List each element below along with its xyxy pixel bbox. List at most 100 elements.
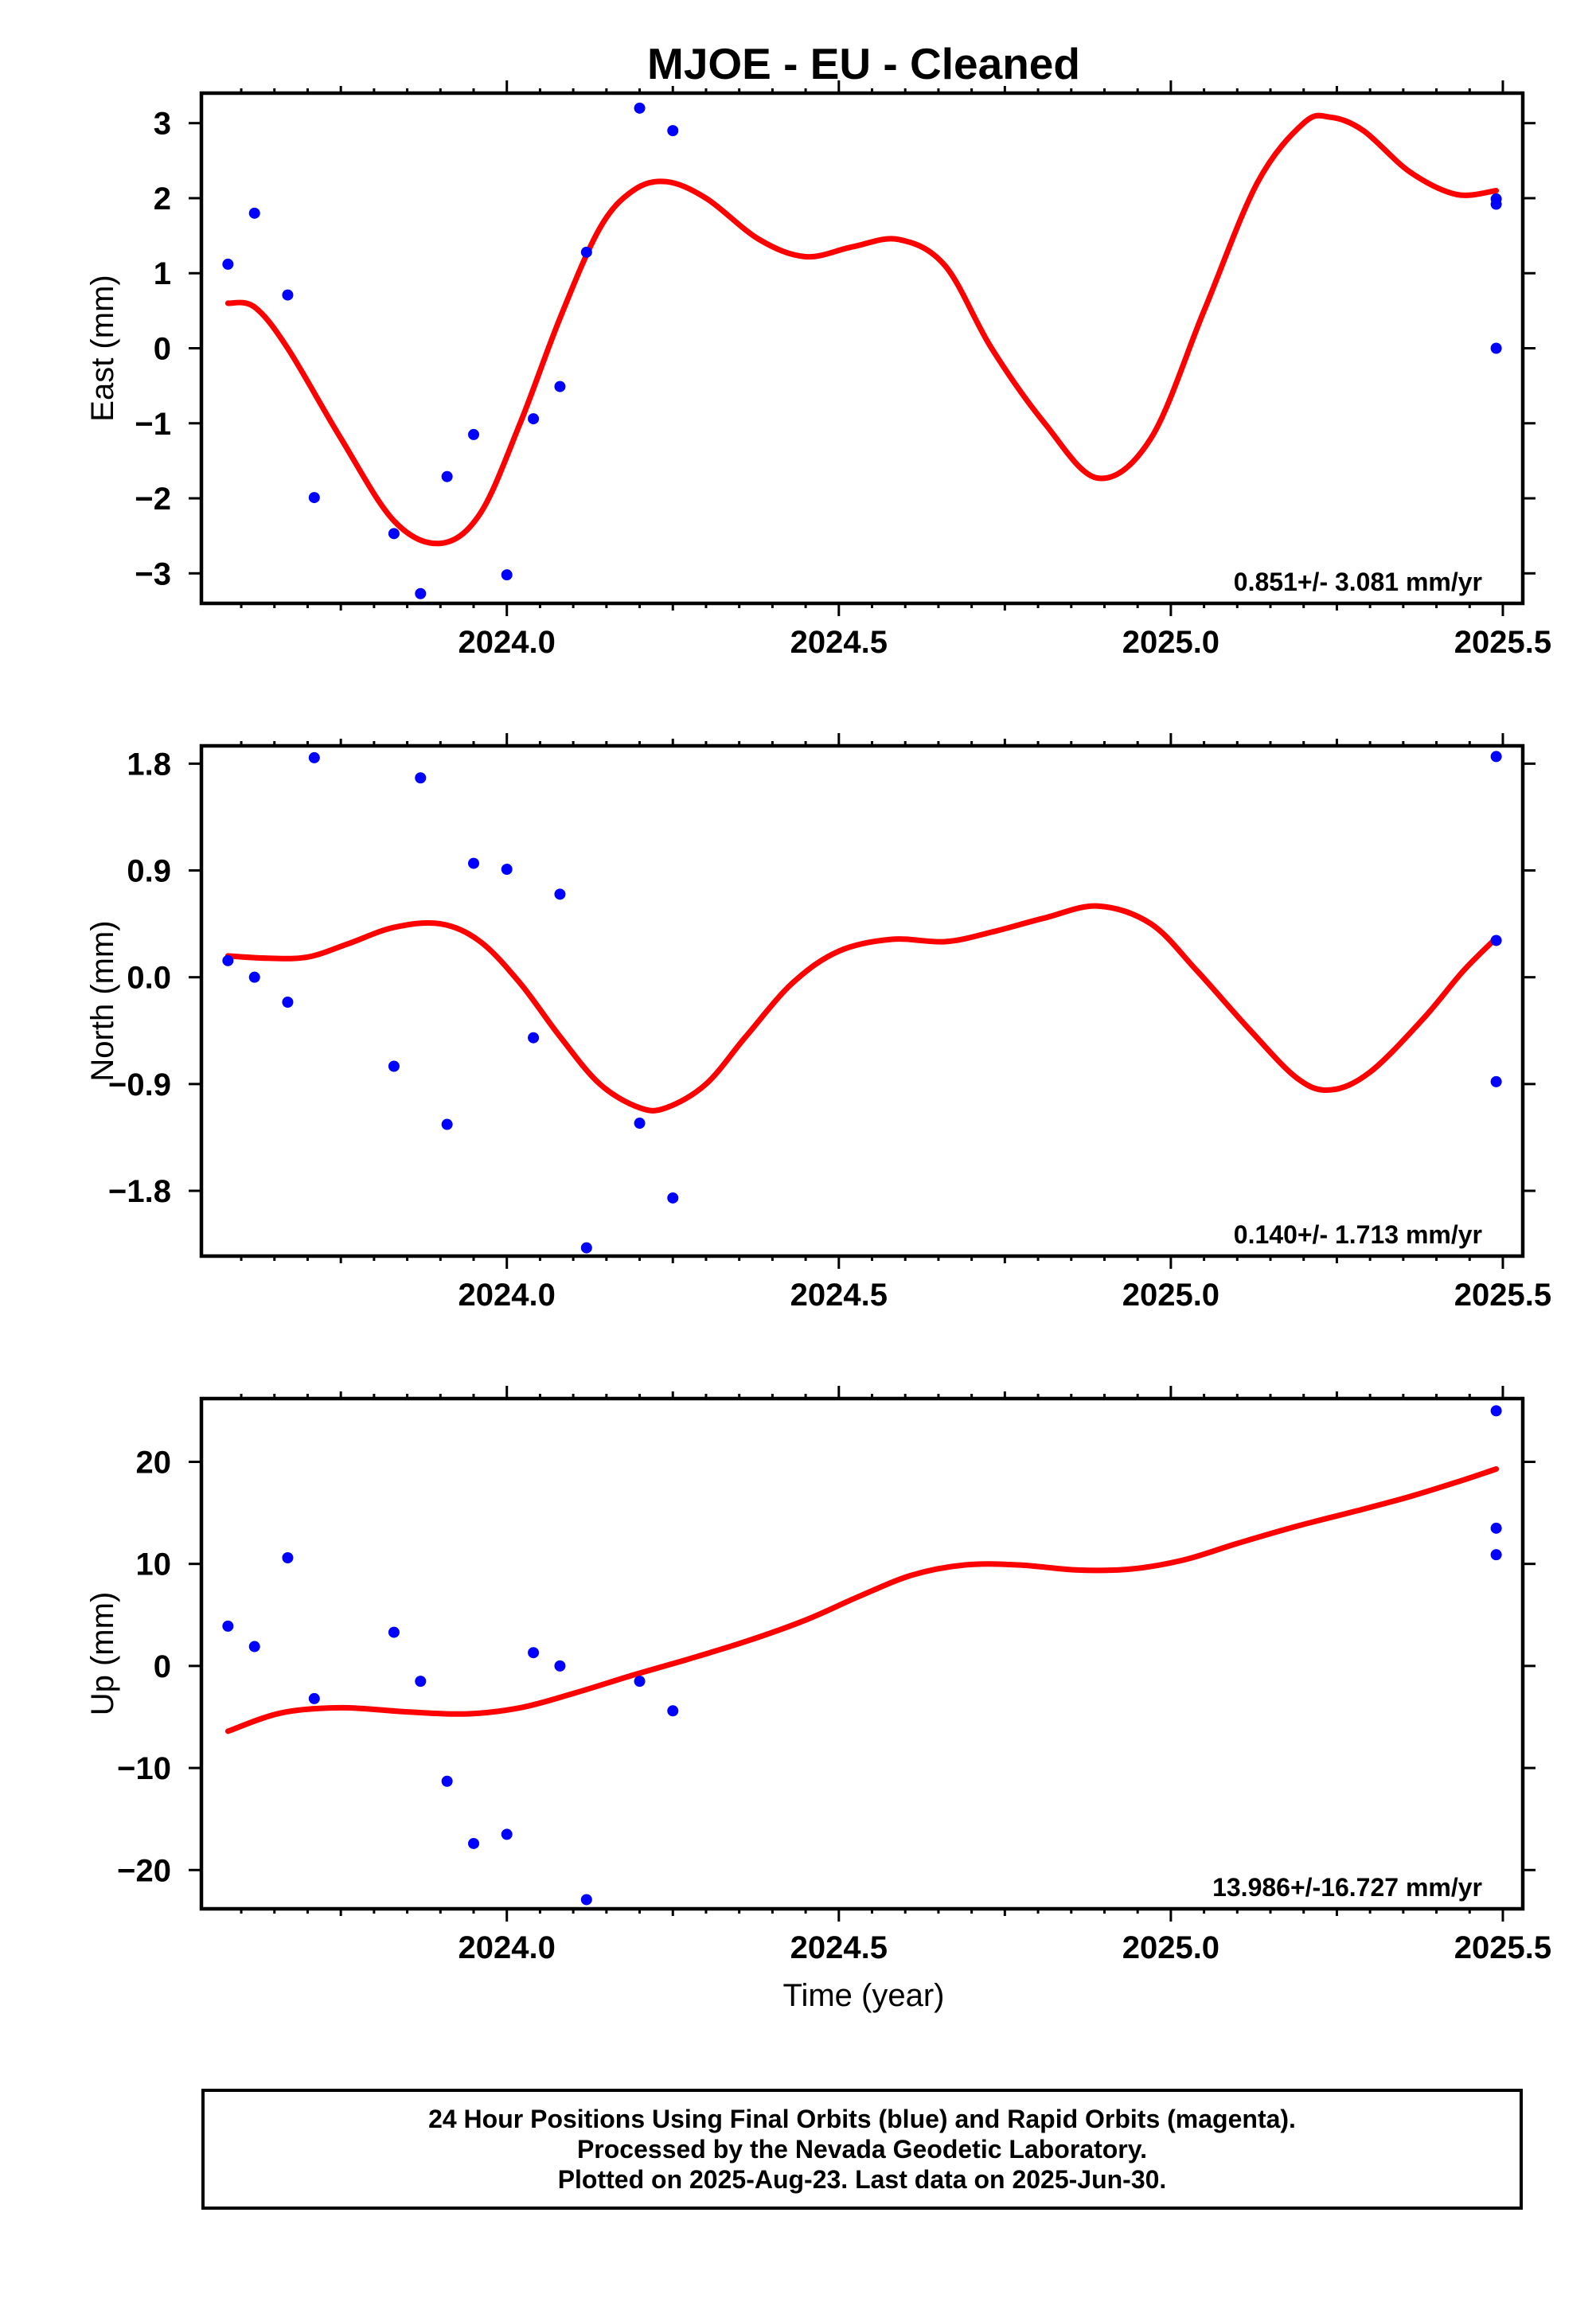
up-x-tick-label: 2024.0 bbox=[459, 1930, 556, 1965]
north-data-point bbox=[501, 864, 513, 876]
up-data-point bbox=[222, 1620, 234, 1632]
east-x-tick-label: 2024.0 bbox=[459, 625, 556, 660]
east-x-tick-label: 2025.0 bbox=[1122, 625, 1219, 660]
east-data-point bbox=[1490, 342, 1502, 354]
north-data-point bbox=[1490, 751, 1502, 763]
east-panel: 2024.0 2024.5 2025.0 2025.5 3 2 1 0 −1 −2 −3 East (… bbox=[85, 80, 1551, 660]
east-data-point bbox=[308, 492, 320, 504]
up-data-point bbox=[1490, 1405, 1502, 1417]
north-data-point bbox=[388, 1060, 400, 1072]
north-x-tick-label: 2024.5 bbox=[790, 1278, 888, 1313]
east-y-tick-label: 1 bbox=[154, 256, 171, 291]
up-y-tick-label: −20 bbox=[117, 1853, 171, 1888]
east-data-point bbox=[634, 102, 646, 114]
north-data-point bbox=[248, 971, 260, 983]
x-axis-label: Time (year) bbox=[783, 1978, 945, 2013]
east-fit-line bbox=[224, 112, 1500, 547]
up-x-tick-label: 2025.5 bbox=[1454, 1930, 1551, 1965]
north-y-tick-label: 0.0 bbox=[127, 961, 171, 996]
north-data-point bbox=[308, 751, 320, 763]
footer-line-processed: Processed by the Nevada Geodetic Laborat… bbox=[576, 2135, 1148, 2164]
up-data-point bbox=[634, 1676, 646, 1688]
north-panel: 2024.0 2024.5 2025.0 2025.5 1.8 0.9 0.0 −0.9 −1.… bbox=[85, 733, 1551, 1313]
north-data-point bbox=[282, 996, 294, 1008]
north-y-axis-label: North (mm) bbox=[85, 920, 120, 1081]
north-data-point bbox=[580, 1242, 592, 1254]
up-data-point bbox=[501, 1828, 513, 1840]
up-data-point bbox=[415, 1676, 427, 1688]
up-data-point bbox=[554, 1660, 566, 1672]
up-data-point bbox=[308, 1692, 320, 1704]
up-data-point bbox=[580, 1894, 592, 1906]
north-y-tick-label: 1.8 bbox=[127, 747, 171, 782]
north-data-point bbox=[667, 1192, 679, 1204]
up-x-tick-label: 2024.5 bbox=[790, 1930, 888, 1965]
up-data-point bbox=[468, 1837, 480, 1849]
east-rate-label: 0.851+/- 3.081 mm/yr bbox=[1234, 568, 1482, 596]
east-plot-frame bbox=[199, 91, 1525, 606]
up-panel: 2024.0 2024.5 2025.0 2025.5 20 10 0 −10 −20 Up (m… bbox=[85, 1386, 1551, 1965]
up-y-tick-label: 0 bbox=[154, 1649, 171, 1684]
north-fit-line bbox=[224, 903, 1500, 1114]
east-y-tick-label: −2 bbox=[135, 482, 171, 517]
east-x-tick-label: 2025.5 bbox=[1454, 625, 1551, 660]
north-data-point bbox=[415, 772, 427, 784]
north-data-point bbox=[528, 1032, 540, 1044]
chart-title: MJOE - EU - Cleaned bbox=[647, 39, 1080, 88]
north-data-point bbox=[1490, 1075, 1502, 1087]
east-data-point bbox=[248, 207, 260, 219]
east-data-point bbox=[501, 569, 513, 581]
east-data-point bbox=[222, 258, 234, 270]
footer-line-orbits: 24 Hour Positions Using Final Orbits (bl… bbox=[428, 2105, 1296, 2133]
east-data-point bbox=[580, 246, 592, 258]
north-rate-label: 0.140+/- 1.713 mm/yr bbox=[1234, 1220, 1482, 1249]
east-y-tick-label: 0 bbox=[154, 332, 171, 367]
east-y-tick-label: 3 bbox=[154, 107, 171, 142]
north-y-tick-label: 0.9 bbox=[127, 854, 171, 889]
up-x-tick-label: 2025.0 bbox=[1122, 1930, 1219, 1965]
footer-line-plotted: Plotted on 2025-Aug-23. Last data on 202… bbox=[557, 2165, 1167, 2194]
east-data-point bbox=[415, 587, 427, 599]
east-data-point bbox=[282, 289, 294, 301]
north-data-point bbox=[634, 1118, 646, 1130]
north-x-tick-label: 2024.0 bbox=[459, 1278, 556, 1313]
east-y-tick-label: −3 bbox=[135, 556, 171, 591]
up-data-point bbox=[441, 1775, 453, 1787]
footer-box: 24 Hour Positions Using Final Orbits (bl… bbox=[201, 2089, 1523, 2210]
east-data-point bbox=[388, 528, 400, 540]
north-y-tick-label: −0.9 bbox=[108, 1067, 171, 1102]
east-data-point bbox=[441, 470, 453, 482]
east-x-tick-label: 2024.5 bbox=[790, 625, 888, 660]
up-data-point bbox=[528, 1647, 540, 1659]
north-y-tick-label: −1.8 bbox=[108, 1174, 171, 1209]
east-data-point bbox=[667, 125, 679, 137]
north-data-point bbox=[554, 888, 566, 900]
north-data-point bbox=[468, 857, 480, 869]
up-data-point bbox=[282, 1551, 294, 1563]
east-y-tick-label: −1 bbox=[135, 407, 171, 442]
up-data-point bbox=[248, 1641, 260, 1653]
east-y-axis-label: East (mm) bbox=[85, 275, 120, 421]
up-rate-label: 13.986+/-16.727 mm/yr bbox=[1212, 1873, 1482, 1902]
north-data-point bbox=[1490, 935, 1502, 946]
up-y-tick-label: 10 bbox=[136, 1547, 172, 1582]
east-data-point bbox=[528, 413, 540, 425]
up-fit-line bbox=[224, 1466, 1500, 1734]
up-data-point bbox=[667, 1705, 679, 1717]
up-data-point bbox=[1490, 1522, 1502, 1534]
east-data-point bbox=[554, 380, 566, 392]
north-data-point bbox=[222, 954, 234, 966]
up-data-point bbox=[388, 1626, 400, 1638]
up-plot-frame bbox=[199, 1396, 1525, 1911]
up-y-tick-label: −10 bbox=[117, 1751, 171, 1786]
north-x-tick-label: 2025.5 bbox=[1454, 1278, 1551, 1313]
east-data-point bbox=[1490, 198, 1502, 210]
east-y-tick-label: 2 bbox=[154, 181, 171, 217]
up-y-axis-label: Up (mm) bbox=[85, 1592, 120, 1716]
north-data-point bbox=[441, 1118, 453, 1130]
up-y-tick-label: 20 bbox=[136, 1445, 172, 1480]
north-x-tick-label: 2025.0 bbox=[1122, 1278, 1219, 1313]
north-plot-frame bbox=[199, 743, 1525, 1258]
